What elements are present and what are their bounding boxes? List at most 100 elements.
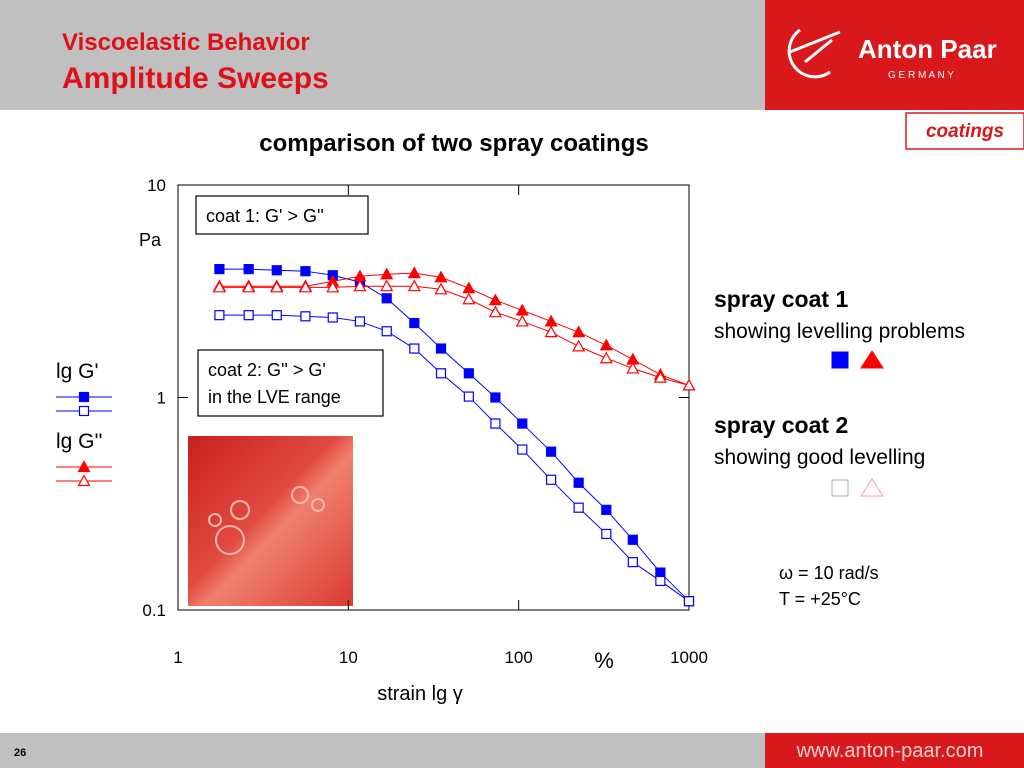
marker bbox=[327, 312, 338, 323]
marker bbox=[243, 310, 254, 321]
marker bbox=[627, 557, 638, 568]
marker bbox=[627, 534, 638, 545]
marker bbox=[490, 392, 501, 403]
y-unit: Pa bbox=[139, 230, 162, 250]
y-tick-label: 1 bbox=[157, 389, 166, 408]
marker bbox=[573, 477, 584, 488]
marker bbox=[326, 280, 340, 293]
x-axis-label: strain lg γ bbox=[377, 683, 463, 705]
marker bbox=[214, 264, 225, 275]
marker bbox=[463, 368, 474, 379]
annotation: in the LVE range bbox=[208, 387, 341, 407]
marker bbox=[515, 303, 529, 316]
key-marker bbox=[860, 478, 884, 497]
marker bbox=[271, 310, 282, 321]
marker bbox=[653, 370, 667, 383]
coat-name: spray coat 1 bbox=[714, 286, 848, 312]
marker bbox=[517, 418, 528, 429]
header-band bbox=[0, 0, 765, 110]
marker bbox=[601, 528, 612, 540]
key-marker bbox=[831, 479, 849, 497]
marker bbox=[544, 325, 558, 338]
marker bbox=[77, 474, 91, 487]
x-tick-label: 10 bbox=[339, 648, 358, 667]
page-number: 26 bbox=[14, 747, 26, 759]
key-marker bbox=[831, 351, 849, 369]
key-marker bbox=[860, 350, 884, 369]
marker bbox=[490, 418, 501, 429]
marker bbox=[434, 282, 448, 295]
brand: Anton Paar bbox=[858, 34, 997, 64]
marker bbox=[599, 338, 613, 351]
marker bbox=[409, 317, 420, 329]
marker bbox=[270, 280, 284, 293]
annotation: coat 1: G' > G'' bbox=[206, 206, 324, 226]
x-tick-label: 100 bbox=[504, 648, 532, 667]
marker bbox=[243, 264, 254, 275]
footer-red bbox=[765, 733, 1024, 768]
header-subtitle: Amplitude Sweeps bbox=[62, 62, 329, 95]
micrograph bbox=[188, 436, 353, 606]
marker bbox=[300, 266, 311, 277]
marker bbox=[77, 460, 91, 473]
annotation: coat 2: G'' > G' bbox=[208, 360, 326, 380]
marker bbox=[683, 596, 695, 607]
logo-icon bbox=[787, 28, 841, 79]
condition: T = +25°C bbox=[779, 589, 861, 609]
marker bbox=[545, 474, 557, 485]
marker bbox=[407, 266, 421, 279]
footer-band bbox=[0, 733, 765, 768]
marker bbox=[435, 368, 447, 379]
coat-note: showing levelling problems bbox=[714, 320, 965, 343]
marker bbox=[381, 326, 392, 337]
marker bbox=[380, 279, 394, 292]
marker bbox=[655, 575, 666, 587]
marker bbox=[655, 567, 666, 578]
marker bbox=[354, 316, 366, 327]
marker bbox=[545, 446, 557, 457]
marker bbox=[572, 325, 586, 338]
marker bbox=[271, 265, 282, 276]
marker bbox=[214, 310, 225, 321]
marker bbox=[515, 314, 529, 327]
marker bbox=[488, 293, 502, 306]
marker bbox=[78, 405, 90, 417]
condition: ω = 10 rad/s bbox=[779, 563, 879, 583]
marker bbox=[435, 343, 447, 354]
marker bbox=[434, 270, 448, 283]
marker bbox=[572, 339, 586, 352]
chart-title: comparison of two spray coatings bbox=[259, 130, 648, 157]
x-tick-label: 1000 bbox=[670, 648, 708, 667]
marker bbox=[601, 504, 612, 515]
y-tick-label: 0.1 bbox=[142, 601, 166, 620]
marker bbox=[78, 391, 90, 403]
tag-box bbox=[905, 112, 1024, 150]
micrograph-bubbles bbox=[208, 486, 325, 555]
brand-sub: G E R M A N Y bbox=[888, 70, 954, 81]
marker bbox=[682, 378, 696, 391]
marker bbox=[409, 343, 420, 354]
marker bbox=[298, 280, 312, 293]
legend-label: lg G' bbox=[56, 360, 99, 383]
marker bbox=[626, 361, 640, 374]
marker bbox=[517, 444, 528, 455]
marker bbox=[300, 311, 311, 322]
y-tick-label: 10 bbox=[147, 176, 166, 195]
marker bbox=[353, 279, 367, 292]
logo-box bbox=[765, 0, 1024, 110]
tag: coatings bbox=[926, 121, 1004, 142]
marker bbox=[599, 351, 613, 364]
marker bbox=[380, 267, 394, 280]
legend-label: lg G'' bbox=[56, 430, 103, 453]
annotation-box bbox=[195, 195, 369, 235]
x-tick-label: 1 bbox=[173, 648, 182, 667]
marker bbox=[463, 391, 474, 402]
marker bbox=[462, 292, 476, 305]
marker bbox=[573, 502, 584, 513]
header-title: Viscoelastic Behavior bbox=[62, 29, 310, 56]
marker bbox=[242, 280, 256, 293]
marker bbox=[488, 305, 502, 318]
marker bbox=[212, 280, 226, 293]
